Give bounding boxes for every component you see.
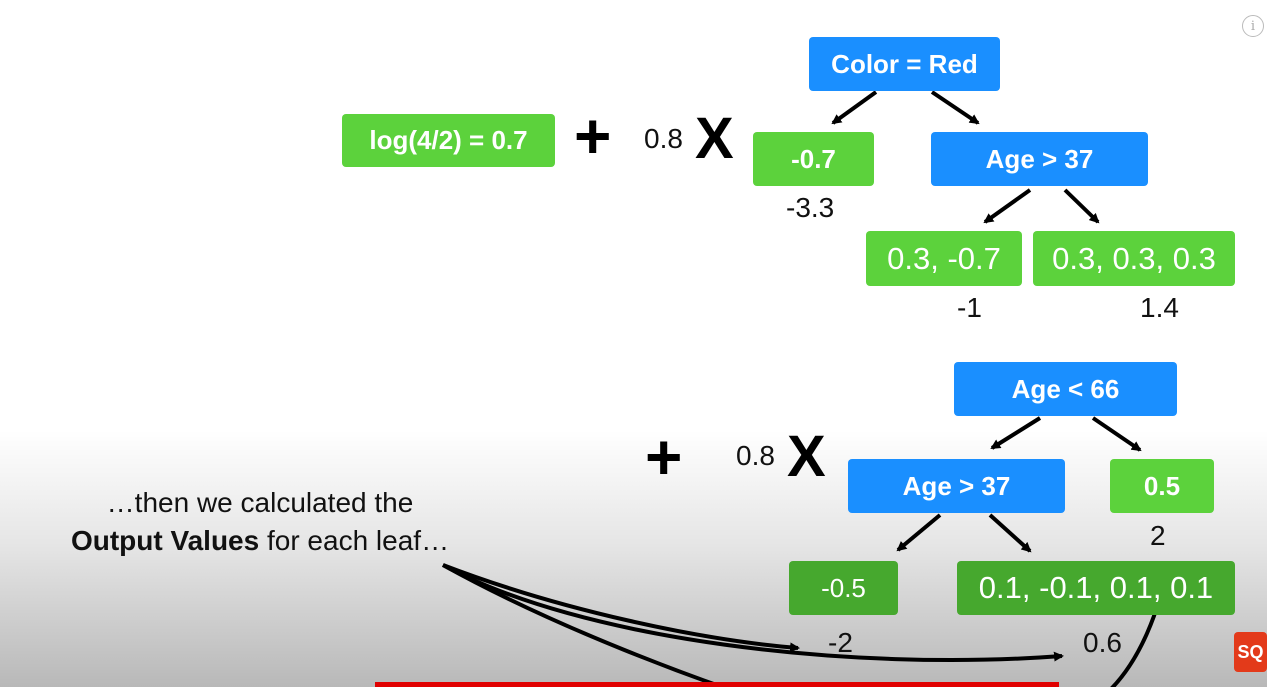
tree1-leaf-left-output: -3.3 [786,192,835,223]
tree1-internal-node: Age > 37 [931,132,1148,186]
tree2-leaf-a: -0.5 [789,561,898,615]
tree2-leaf-b: 0.1, -0.1, 0.1, 0.1 [957,561,1235,615]
tree2-leaf-b-output: 0.6 [1083,627,1122,658]
caption-line-2-rest: for each leaf… [259,525,450,556]
caption-line-1: …then we calculated the [106,487,414,518]
times-sign-1: X [695,106,734,171]
progress-bar[interactable] [375,682,1059,687]
tree2-leaf-right-output: 2 [1150,520,1166,551]
learning-rate-2: 0.8 [736,440,775,471]
learning-rate-1: 0.8 [644,123,683,154]
tree2-root-node: Age < 66 [954,362,1177,416]
tree1-leaf-b: 0.3, 0.3, 0.3 [1033,231,1235,286]
info-icon[interactable]: i [1242,15,1264,37]
initial-prediction-box: log(4/2) = 0.7 [342,114,555,167]
caption: …then we calculated the Output Values fo… [40,484,480,560]
tree2-leaf-right: 0.5 [1110,459,1214,513]
tree1-leaf-a-output: -1 [957,292,982,323]
tree2-leaf-a-output: -2 [828,627,853,658]
times-sign-2: X [787,424,826,489]
plus-sign-2: + [645,421,683,493]
tree1-root-node: Color = Red [809,37,1000,91]
channel-logo[interactable]: SQ [1234,632,1267,672]
tree1-leaf-a: 0.3, -0.7 [866,231,1022,286]
tree2-internal-node: Age > 37 [848,459,1065,513]
tree1-leaf-left: -0.7 [753,132,874,186]
caption-line-2: Output Values for each leaf… [40,522,480,560]
plus-sign-1: + [574,100,612,172]
tree1-leaf-b-output: 1.4 [1140,292,1179,323]
caption-bold: Output Values [70,525,260,556]
